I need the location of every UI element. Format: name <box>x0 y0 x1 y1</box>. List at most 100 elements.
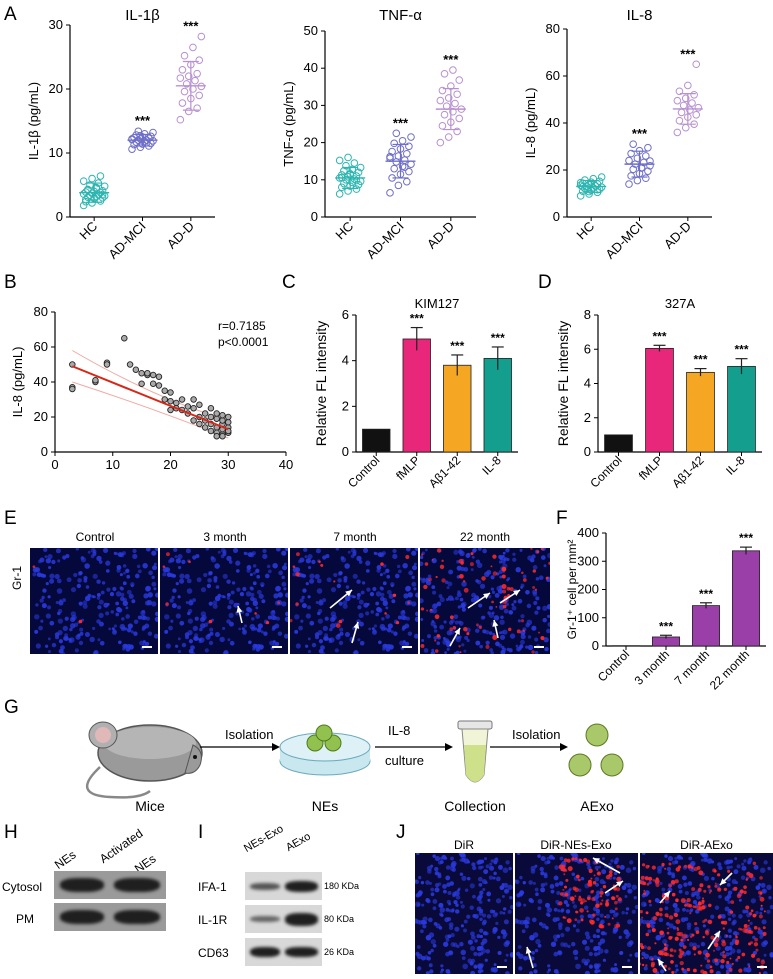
significance-label: *** <box>491 331 505 345</box>
red-signal <box>743 885 747 889</box>
nucleus <box>112 629 117 633</box>
red-signal <box>452 625 457 630</box>
nucleus <box>299 557 305 563</box>
nucleus <box>506 578 509 582</box>
nucleus <box>648 903 653 907</box>
nucleus <box>499 575 503 579</box>
nucleus <box>433 921 438 926</box>
nucleus <box>440 913 444 917</box>
micrograph-title-7month: 7 month <box>333 530 377 544</box>
nucleus <box>634 904 638 910</box>
red-signal <box>695 930 700 934</box>
nucleus <box>214 632 220 638</box>
nucleus <box>49 573 55 579</box>
data-point <box>390 139 398 148</box>
red-signal <box>697 887 702 893</box>
nucleus <box>490 575 495 580</box>
red-signal <box>706 959 711 963</box>
nucleus <box>416 953 423 960</box>
nucleus <box>113 551 117 555</box>
nucleus <box>768 895 772 900</box>
nucleus <box>515 644 519 648</box>
nucleus <box>762 971 768 974</box>
nucleus <box>615 912 619 916</box>
white-arrowhead <box>593 858 600 864</box>
nucleus <box>643 953 650 960</box>
nucleus <box>759 907 764 911</box>
red-signal <box>753 925 758 930</box>
nucleus <box>457 605 461 609</box>
nucleus <box>595 883 599 887</box>
nucleus <box>752 935 756 939</box>
nucleus <box>249 623 256 630</box>
nucleus <box>316 578 322 584</box>
nucleus <box>105 611 110 616</box>
data-point <box>453 127 461 136</box>
nucleus <box>556 934 561 939</box>
nucleus <box>461 604 466 608</box>
nucleus <box>128 593 134 599</box>
data-point <box>196 401 203 408</box>
nucleus <box>309 620 315 626</box>
data-point <box>438 86 447 95</box>
micrograph-texture <box>515 853 638 974</box>
nucleus <box>518 966 523 971</box>
nucleus <box>499 885 505 891</box>
nucleus <box>736 949 742 954</box>
nucleus <box>479 644 483 649</box>
nucleus <box>415 879 420 885</box>
nucleus <box>314 573 320 580</box>
x-tick-label: AD-MCI <box>105 219 148 262</box>
nucleus <box>47 605 52 610</box>
data-point <box>629 140 637 148</box>
nucleus <box>108 627 112 631</box>
nucleus <box>601 930 606 936</box>
micrograph-texture <box>415 853 513 974</box>
nucleus <box>375 612 380 617</box>
data-point <box>673 128 682 137</box>
nucleus <box>82 603 88 609</box>
red-signal <box>750 941 754 945</box>
nucleus <box>589 939 594 943</box>
nucleus <box>453 652 458 654</box>
nucleus <box>604 949 609 954</box>
nucleus <box>132 548 137 554</box>
red-signal <box>32 565 36 568</box>
nucleus <box>612 876 616 880</box>
nucleus <box>315 601 319 605</box>
nucleus <box>666 866 672 872</box>
nucleus <box>540 855 546 862</box>
nucleus <box>136 564 141 569</box>
nucleus <box>434 866 439 872</box>
nucleus <box>625 907 630 911</box>
nucleus <box>175 644 179 648</box>
nucleus <box>613 871 618 876</box>
red-signal <box>663 964 668 968</box>
nucleus <box>351 594 355 599</box>
data-point <box>96 172 105 180</box>
nucleus <box>761 919 767 925</box>
nucleus <box>625 911 629 915</box>
nucleus <box>750 898 756 904</box>
red-signal <box>420 643 425 648</box>
data-point <box>344 153 352 162</box>
nucleus <box>450 933 455 938</box>
nucleus <box>92 626 96 631</box>
nucleus <box>442 884 447 889</box>
nucleus <box>62 598 67 602</box>
nucleus <box>479 917 483 922</box>
red-signal <box>689 912 692 915</box>
red-signal <box>395 620 400 625</box>
data-point <box>692 110 701 119</box>
data-point <box>625 156 633 165</box>
nucleus <box>80 557 87 563</box>
data-point <box>140 130 149 138</box>
data-point <box>690 91 698 99</box>
nucleus <box>741 865 747 871</box>
nucleus <box>700 858 705 862</box>
nucleus <box>307 595 311 599</box>
panel-label-f: F <box>556 508 568 529</box>
nucleus <box>58 639 63 644</box>
red-signal <box>333 580 336 583</box>
y-tick-label: 60 <box>546 68 560 83</box>
